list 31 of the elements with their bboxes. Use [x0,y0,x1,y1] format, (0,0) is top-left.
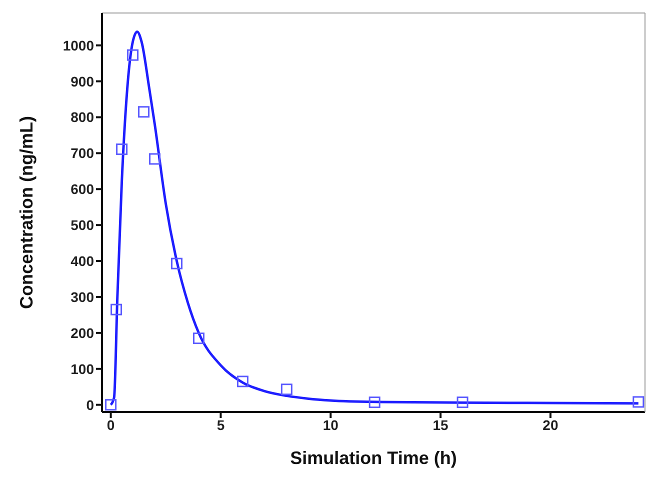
x-tick-label: 10 [322,416,339,433]
point [138,106,150,118]
y-tick-label: 300 [70,288,94,305]
y-tick-label: 700 [70,145,94,162]
y-tick-label: 100 [70,360,94,377]
y-tick-label: 900 [70,73,94,90]
x-tick-label: 20 [542,416,558,433]
point [170,258,182,270]
point [127,49,139,61]
y-tick-label: 0 [86,396,94,413]
point [456,396,468,408]
point [149,153,161,165]
x-tick-label: 0 [106,416,115,433]
y-tick-label: 500 [70,217,94,234]
y-tick-label: 600 [70,181,94,198]
point [368,396,380,408]
point [116,143,128,155]
point [280,384,292,396]
x-axis-title: Simulation Time (h) [290,448,457,468]
point [236,376,248,388]
y-tick-label: 200 [70,324,94,341]
y-axis-title: Concentration (ng/mL) [16,116,36,309]
x-tick-label: 15 [432,416,449,433]
y-tick-label: 1000 [62,37,94,54]
point [105,399,117,411]
x-tick-label: 5 [216,416,225,433]
y-tick-label: 400 [70,252,94,269]
point [192,332,204,344]
point [632,396,644,408]
y-tick-label: 800 [70,109,94,126]
point [110,304,122,316]
